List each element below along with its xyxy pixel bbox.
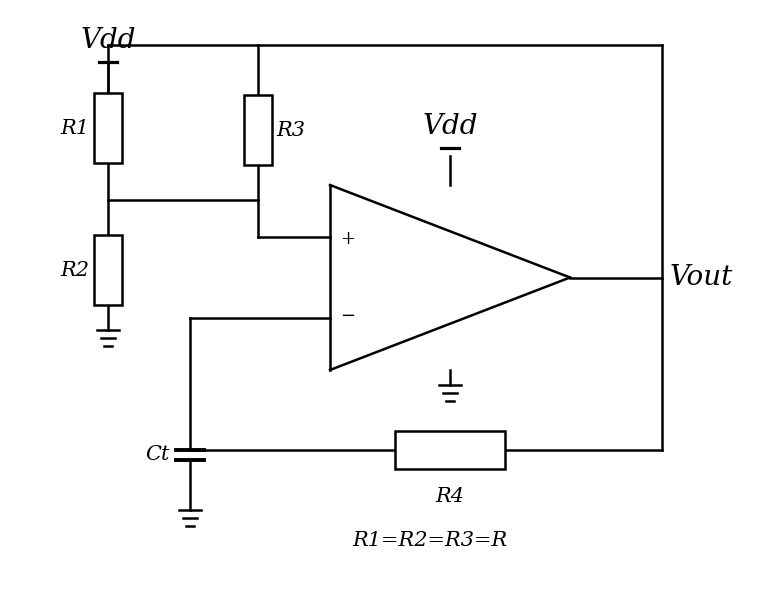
Text: R2: R2 [60,261,89,280]
Text: Vdd: Vdd [80,27,136,54]
Text: R1=R2=R3=R: R1=R2=R3=R [352,531,507,550]
Text: −: − [341,307,356,325]
Text: R3: R3 [276,121,305,139]
Bar [94,93,122,163]
Text: Ct: Ct [146,446,170,465]
Bar [94,235,122,305]
Text: +: + [341,230,356,248]
Text: Vout: Vout [670,264,733,291]
Text: R4: R4 [436,487,465,506]
Bar [395,431,505,469]
Bar [244,95,272,165]
Text: R1: R1 [60,118,89,137]
Text: Vdd: Vdd [422,113,478,140]
